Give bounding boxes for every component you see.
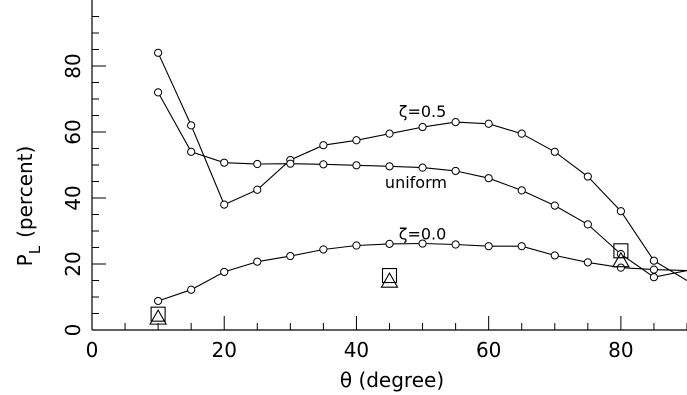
series-point [187,147,196,156]
series-point [649,273,659,282]
series-point [418,163,427,172]
series-point [649,265,659,274]
svg-text:PL(percent): PL (percent) [13,146,44,267]
square-marker [150,306,166,322]
series-point [616,207,625,216]
x-tick-label: 80 [608,338,633,362]
series-point [583,172,592,181]
series-point [583,258,592,267]
x-axis-label: θ (degree) [340,368,444,392]
series-point [220,158,229,167]
series-point [385,162,394,171]
series-annotation-1: uniform [385,173,447,192]
annotation-layer: ζ=0.5 uniform ζ=0.0 [385,102,447,243]
series-point [649,256,659,265]
triangle-marker [380,272,399,288]
series-point [352,241,361,250]
series-point [352,136,361,145]
series-point [253,257,262,266]
series-point [616,263,625,272]
series-point [253,185,262,194]
series-point [550,147,559,156]
y-axis-label-rest: (percent) [13,146,37,238]
series-point [583,220,592,229]
series-layer [154,48,687,306]
series-point [418,239,427,248]
markers-layer [149,243,630,325]
square-marker [381,267,398,284]
x-tick-label: 20 [211,338,236,362]
y-tick-label: 40 [61,185,85,210]
triangle-marker [611,251,630,268]
x-tick-label: 0 [86,338,99,362]
series-point [187,285,196,294]
series-point [220,267,229,277]
y-tick-label: 60 [61,119,85,144]
series-point [253,159,262,169]
series-point [451,240,460,249]
triangle-marker [149,309,168,325]
axes: 0 20 40 60 80 0 20 40 60 80 [61,0,687,362]
series-point [484,119,493,128]
series-annotation-2: ζ=0.0 [399,224,447,243]
series-point [451,166,460,176]
series-point [484,242,493,251]
series-point [319,141,328,150]
series-line-2 [157,242,687,302]
x-tick-label: 60 [476,338,501,362]
series-point [517,186,526,195]
series-point [418,122,427,132]
square-marker [613,243,629,259]
series-point [517,242,526,251]
series-point [517,129,526,138]
series-annotation-0: ζ=0.5 [399,102,447,121]
series-point [187,121,196,130]
y-axis-label-sub: L [26,245,44,254]
series-point [451,118,460,127]
y-axis-label-main: P [13,254,37,266]
series-point [286,159,295,168]
y-tick-label: 20 [61,251,85,276]
x-tick-label: 40 [344,338,369,362]
series-point [484,174,493,183]
y-axis-label: PL (percent) [13,146,44,267]
series-point [385,129,394,138]
series-point [550,201,559,210]
series-point [220,200,229,209]
series-point [154,296,163,306]
series-point [286,251,295,261]
series-point [154,88,163,97]
y-tick-label: 0 [61,324,85,337]
series-point [154,48,163,57]
y-tick-label: 80 [61,53,85,78]
series-point [352,161,361,170]
series-point [319,245,328,254]
series-point [319,160,328,169]
series-point [385,239,394,248]
series-point [550,251,559,260]
